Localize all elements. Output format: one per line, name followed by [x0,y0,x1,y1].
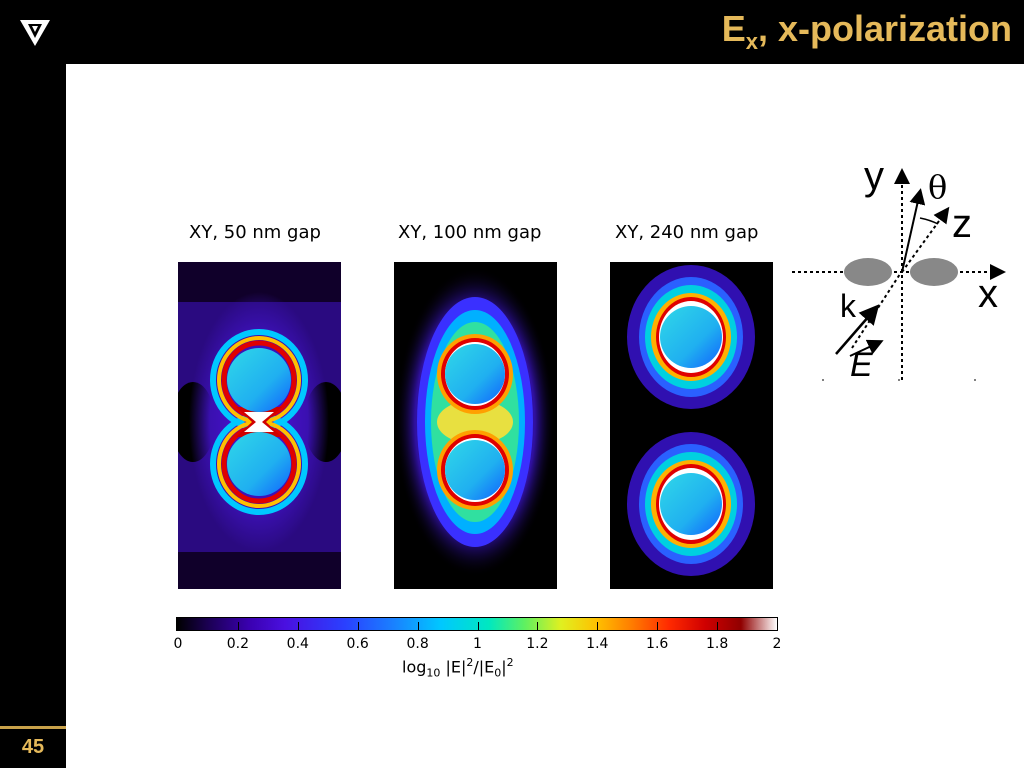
colorbar-tick [297,622,299,630]
field-map-100nm [394,262,557,589]
coordinate-diagram: y θ z x k E [792,154,1012,388]
header-bar: Ex, x-polarization [0,0,1024,64]
colorbar-tick-label: 0.6 [346,636,369,652]
left-sidebar [0,64,66,768]
colorbar-tick-label: 1.8 [705,636,729,652]
axis-label-theta: θ [928,168,948,206]
colorbar-tick-label: 1 [473,636,482,652]
axis-label-x: x [978,272,998,316]
page-number: 45 [21,736,45,758]
colorbar-tick-label: 1.4 [586,636,609,652]
colorbar-tick-label: 0.8 [406,636,429,652]
panel-label-240nm: XY, 240 nm gap [615,222,759,243]
colorbar-tick [657,622,659,630]
colorbar-tick [477,622,479,630]
vector-label-k: k [840,288,856,324]
nanoparticle-left [844,258,892,286]
panel-label-50nm: XY, 50 nm gap [189,222,321,243]
colorbar-tick-label: 2 [772,636,782,652]
vanderbilt-logo-icon [20,20,50,46]
colorbar-tick-label: 0.2 [226,636,250,652]
divider-line [0,726,66,729]
colorbar-tick [357,622,359,630]
colorbar-tick-label: 0.4 [286,636,309,652]
colorbar-tick-label: 1.2 [526,636,549,652]
colorbar-tick-label: 1.6 [646,636,669,652]
colorbar-tick [717,622,719,630]
nanoparticle-right [910,258,958,286]
colorbar-tick [597,622,599,630]
colorbar-tick [237,622,239,630]
colorbar-tick [417,622,419,630]
colorbar-tick-label: 0 [173,636,183,652]
field-map-50nm [178,262,341,589]
colorbar-tick [537,622,539,630]
slide-title: Ex, x-polarization [721,8,1012,54]
colorbar-label: log10 |E|2/|E0|2 [402,656,514,680]
field-map-240nm [610,262,773,589]
axis-label-y: y [864,154,884,198]
colorbar-tick [178,622,179,630]
axes-icon [792,168,1006,381]
panel-label-100nm: XY, 100 nm gap [398,222,542,243]
colorbar-tick [777,622,778,630]
vector-label-e: E [850,346,873,384]
axis-label-z: z [952,202,972,246]
